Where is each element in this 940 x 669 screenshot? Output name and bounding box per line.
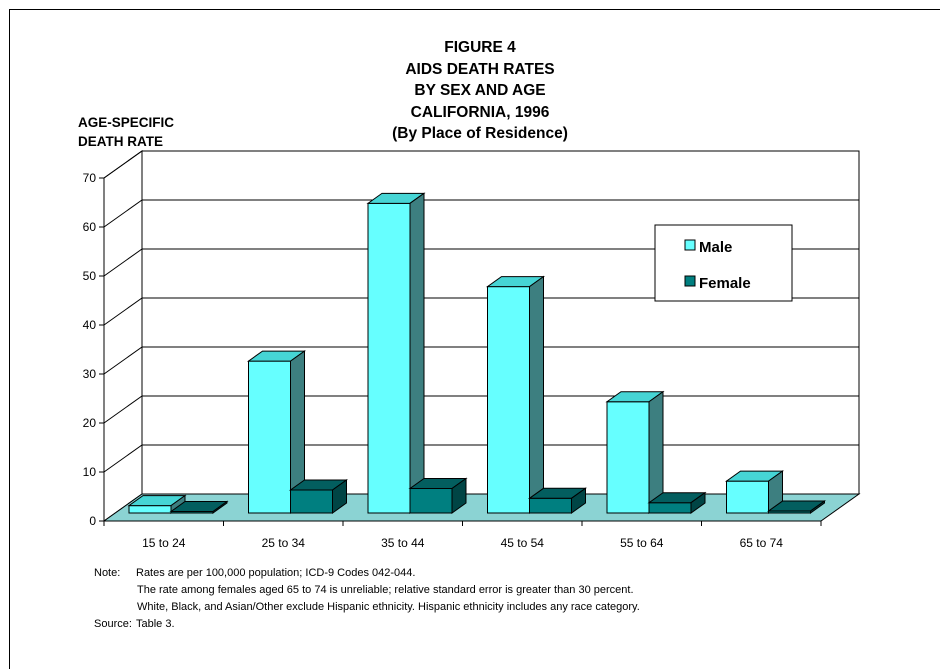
bar-female-front bbox=[290, 489, 333, 514]
y-axis-title-line-1: AGE-SPECIFIC bbox=[78, 115, 175, 130]
x-tick-label: 65 to 74 bbox=[740, 536, 784, 550]
x-tick-label: 35 to 44 bbox=[381, 536, 425, 550]
note-line-3: White, Black, and Asian/Other exclude Hi… bbox=[137, 601, 640, 613]
y-tick-label: 50 bbox=[83, 269, 97, 283]
bar-male-front bbox=[367, 202, 411, 514]
y-tick-label: 30 bbox=[83, 367, 97, 381]
title-line-1: FIGURE 4 bbox=[444, 39, 516, 56]
y-tick-label: 0 bbox=[89, 514, 96, 528]
x-tick-label: 45 to 54 bbox=[501, 536, 545, 550]
bar-male-side bbox=[409, 192, 425, 514]
bar-female-side bbox=[690, 491, 706, 514]
note-line-1: Rates are per 100,000 population; ICD-9 … bbox=[136, 567, 416, 579]
legend-swatch bbox=[684, 275, 696, 287]
side-wall bbox=[103, 150, 143, 522]
bar-female-side bbox=[571, 487, 586, 514]
bar-male-front bbox=[726, 480, 769, 514]
gridline bbox=[103, 199, 859, 228]
chart-title: FIGURE 4 AIDS DEATH RATES BY SEX AND AGE… bbox=[280, 37, 680, 145]
legend-box bbox=[654, 224, 793, 302]
gridline bbox=[103, 346, 859, 375]
bar-male-front bbox=[487, 286, 530, 514]
x-tick-label: 25 to 34 bbox=[262, 536, 306, 550]
bar-female-side bbox=[212, 500, 228, 514]
y-axis-title-line-2: DEATH RATE bbox=[78, 134, 163, 149]
note-line-2: The rate among females aged 65 to 74 is … bbox=[137, 584, 634, 596]
gridline bbox=[103, 297, 859, 326]
bar-female-side bbox=[810, 500, 825, 514]
legend-swatch bbox=[684, 239, 696, 251]
y-tick-label: 70 bbox=[83, 171, 97, 185]
bar-male-side bbox=[529, 275, 544, 514]
legend-label: Male bbox=[699, 239, 732, 256]
y-tick-label: 40 bbox=[83, 318, 97, 332]
bar-female-front bbox=[648, 502, 692, 514]
gridline bbox=[103, 248, 859, 277]
y-axis-title: AGE-SPECIFIC DEATH RATE bbox=[78, 113, 174, 151]
source-label: Source: bbox=[94, 618, 132, 630]
bar-male-front bbox=[128, 505, 172, 514]
note-label: Note: bbox=[94, 567, 121, 579]
title-line-3: BY SEX AND AGE bbox=[414, 82, 546, 99]
title-line-4: CALIFORNIA, 1996 bbox=[410, 103, 550, 121]
title-line-5: (By Place of Residence) bbox=[392, 125, 568, 142]
y-tick-label: 20 bbox=[83, 416, 97, 430]
x-tick-label: 15 to 24 bbox=[142, 536, 186, 550]
source-text: Table 3. bbox=[136, 618, 175, 630]
gridline bbox=[103, 150, 859, 179]
bar-female-front bbox=[409, 488, 453, 514]
legend-label: Female bbox=[699, 275, 751, 292]
bar-female-front bbox=[529, 497, 572, 514]
x-tick-label: 55 to 64 bbox=[620, 536, 664, 550]
y-tick-label: 60 bbox=[83, 220, 97, 234]
bar-male-front bbox=[248, 360, 291, 514]
y-tick-label: 10 bbox=[83, 465, 97, 479]
bar-male-front bbox=[606, 401, 650, 514]
title-line-2: AIDS DEATH RATES bbox=[405, 60, 555, 78]
figure-frame bbox=[9, 9, 940, 669]
bar-female-side bbox=[451, 477, 467, 514]
bar-female-side bbox=[332, 478, 347, 514]
